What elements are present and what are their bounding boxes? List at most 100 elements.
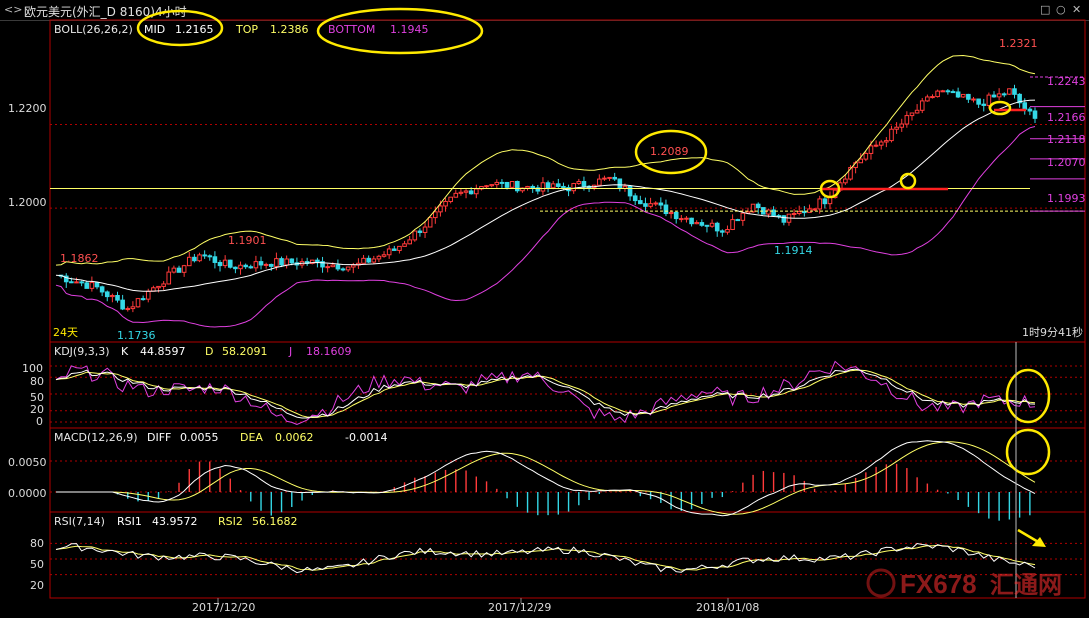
candle-body xyxy=(115,295,120,301)
watermark-logo-icon xyxy=(866,568,896,598)
price-label-1901: 1.1901 xyxy=(228,234,267,247)
candle-body xyxy=(653,202,659,205)
candle-body xyxy=(925,96,930,102)
kdj-y-50: 50 xyxy=(30,391,44,404)
kdj-j-label: J xyxy=(288,345,292,358)
boll-mid-line xyxy=(55,99,1036,292)
candle-body xyxy=(1012,88,1017,95)
watermark-brand: FX678 xyxy=(900,569,977,599)
top-value: 1.2386 xyxy=(270,23,309,36)
rsi-label: RSI(7,14) xyxy=(54,515,105,528)
candle-body xyxy=(484,185,489,188)
bottom-label: BOTTOM xyxy=(328,23,375,36)
candle-body xyxy=(468,190,474,195)
macd-dea-label: DEA xyxy=(240,431,263,444)
candle-body xyxy=(602,177,607,180)
rsi2-value: 56.1682 xyxy=(252,515,298,528)
candle-body xyxy=(443,200,448,207)
candle-body xyxy=(561,185,566,189)
candle-body xyxy=(74,281,79,284)
breakout-ellipse xyxy=(819,179,841,199)
candle-body xyxy=(945,90,951,93)
candle-body xyxy=(335,264,341,270)
candle-body xyxy=(571,183,576,192)
candle-body xyxy=(899,123,905,128)
candle-body xyxy=(704,224,710,227)
candle-body xyxy=(381,254,387,257)
kdj-d-line xyxy=(55,369,1036,419)
candle-body xyxy=(540,182,546,192)
macd-diff-label: DIFF xyxy=(147,431,171,444)
candle-body xyxy=(69,281,74,284)
candle-body xyxy=(243,264,248,268)
level-label-1993: 1.1993 xyxy=(1047,192,1086,205)
candle-body xyxy=(320,261,325,268)
kdj-d-label: D xyxy=(205,345,213,358)
macd-dea-value: 0.0062 xyxy=(275,431,314,444)
candle-body xyxy=(207,255,213,258)
watermark: FX678 汇通网 xyxy=(866,568,1062,599)
candle-body xyxy=(889,128,894,142)
kdj-label: KDJ(9,3,3) xyxy=(54,345,110,358)
watermark-cn: 汇通网 xyxy=(990,571,1062,599)
candle-body xyxy=(966,93,971,100)
candle-body xyxy=(996,93,1002,98)
back-arrows-icon[interactable]: <> xyxy=(4,3,23,16)
kdj-j-value: 18.1609 xyxy=(306,345,352,358)
candle-body xyxy=(955,91,961,98)
candle-body xyxy=(391,248,397,251)
candle-body xyxy=(253,261,259,269)
candle-body xyxy=(104,291,110,298)
candle-body xyxy=(545,182,551,189)
rsi1-line xyxy=(55,542,1036,574)
candle-body xyxy=(919,100,925,111)
pullback-ellipse xyxy=(988,100,1012,116)
rsi-y-20: 20 xyxy=(30,579,44,592)
candle-body xyxy=(663,204,669,215)
candle-body xyxy=(1007,88,1012,95)
candle-body xyxy=(632,195,638,202)
restore-icon[interactable]: □ xyxy=(1040,3,1051,16)
candle-body xyxy=(848,167,853,180)
bottom-ellipse xyxy=(316,7,484,55)
kdj-ellipse xyxy=(1005,368,1051,424)
close-icon[interactable]: ✕ xyxy=(1072,3,1082,16)
retest-ellipse xyxy=(899,172,917,190)
candle-body xyxy=(755,203,761,209)
rsi-arrow-head-icon xyxy=(1032,537,1046,547)
candle-body xyxy=(499,181,505,184)
candle-body xyxy=(145,290,151,300)
candle-body xyxy=(894,126,899,130)
candle-body xyxy=(617,178,623,189)
candle-body xyxy=(904,115,910,125)
candle-body xyxy=(935,90,940,98)
x-date-3: 2018/01/08 xyxy=(696,601,759,614)
candle-body xyxy=(1027,108,1033,112)
candle-body xyxy=(340,268,346,271)
candle-body xyxy=(386,248,392,256)
candle-body xyxy=(176,267,182,273)
macd-y-0050: 0.0050 xyxy=(8,456,47,469)
candle-body xyxy=(458,191,464,194)
candle-body xyxy=(192,256,197,262)
candle-body xyxy=(186,256,192,267)
bottom-value: 1.1945 xyxy=(390,23,429,36)
candle-body xyxy=(971,98,976,101)
candle-body xyxy=(89,282,95,289)
candle-body xyxy=(125,308,131,311)
candle-body xyxy=(909,112,915,117)
candle-body xyxy=(110,295,115,298)
window-title: 欧元美元(外汇_D 8160)4小时 xyxy=(24,5,187,19)
candle-body xyxy=(581,181,587,187)
candle-body xyxy=(607,176,612,179)
candle-body xyxy=(222,259,228,267)
candle-body xyxy=(161,283,166,287)
float-icon[interactable]: ○ xyxy=(1056,3,1066,16)
mid-ellipse xyxy=(136,9,224,47)
level-label-2118: 1.2118 xyxy=(1047,133,1086,146)
candle-body xyxy=(791,213,797,216)
candle-body xyxy=(63,275,69,283)
candle-body xyxy=(884,140,889,143)
candle-body xyxy=(960,93,966,98)
